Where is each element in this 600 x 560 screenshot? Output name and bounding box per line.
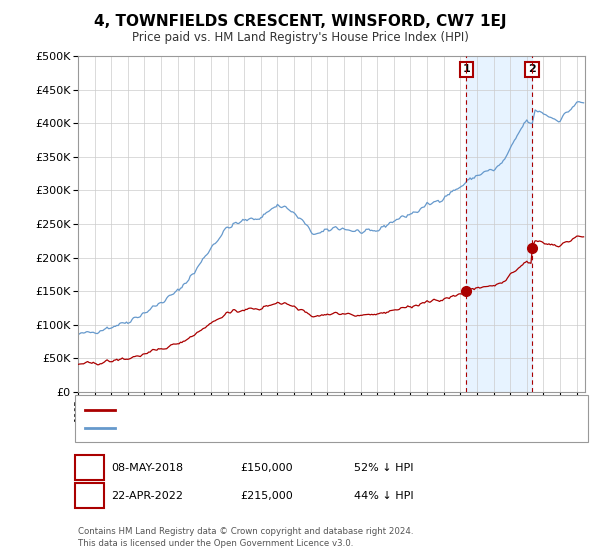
- Text: 1: 1: [463, 64, 470, 74]
- Text: £150,000: £150,000: [240, 463, 293, 473]
- Text: 1: 1: [85, 461, 94, 474]
- Text: £215,000: £215,000: [240, 491, 293, 501]
- Text: 08-MAY-2018: 08-MAY-2018: [111, 463, 183, 473]
- Bar: [466, 56, 532, 392]
- Text: 4, TOWNFIELDS CRESCENT, WINSFORD, CW7 1EJ (detached house): 4, TOWNFIELDS CRESCENT, WINSFORD, CW7 1E…: [119, 405, 452, 415]
- Text: 52% ↓ HPI: 52% ↓ HPI: [354, 463, 413, 473]
- Text: 2: 2: [85, 489, 94, 502]
- Text: Price paid vs. HM Land Registry's House Price Index (HPI): Price paid vs. HM Land Registry's House …: [131, 31, 469, 44]
- Text: HPI: Average price, detached house, Cheshire West and Chester: HPI: Average price, detached house, Ches…: [119, 423, 439, 433]
- Text: Contains HM Land Registry data © Crown copyright and database right 2024.
This d: Contains HM Land Registry data © Crown c…: [78, 527, 413, 548]
- Text: 4, TOWNFIELDS CRESCENT, WINSFORD, CW7 1EJ: 4, TOWNFIELDS CRESCENT, WINSFORD, CW7 1E…: [94, 14, 506, 29]
- Text: 2: 2: [528, 64, 536, 74]
- Text: 44% ↓ HPI: 44% ↓ HPI: [354, 491, 413, 501]
- Text: 22-APR-2022: 22-APR-2022: [111, 491, 183, 501]
